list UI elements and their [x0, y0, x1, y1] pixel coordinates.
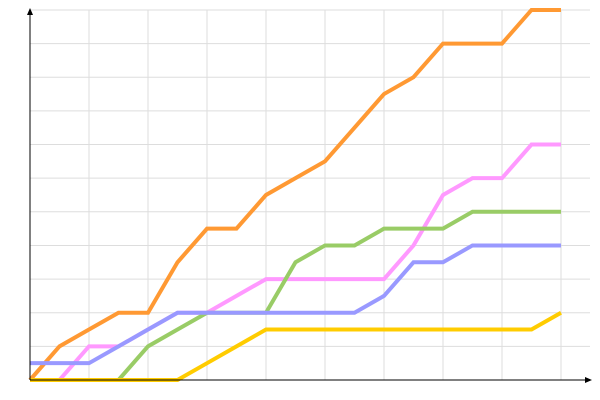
y-axis-arrow — [27, 8, 33, 15]
grid — [30, 9, 590, 380]
series-line-4 — [30, 243, 561, 366]
x-axis-arrow — [585, 377, 592, 383]
series-line-3 — [30, 209, 561, 382]
series-lines — [28, 7, 562, 382]
axes — [27, 8, 592, 383]
series-line-1 — [28, 7, 561, 382]
